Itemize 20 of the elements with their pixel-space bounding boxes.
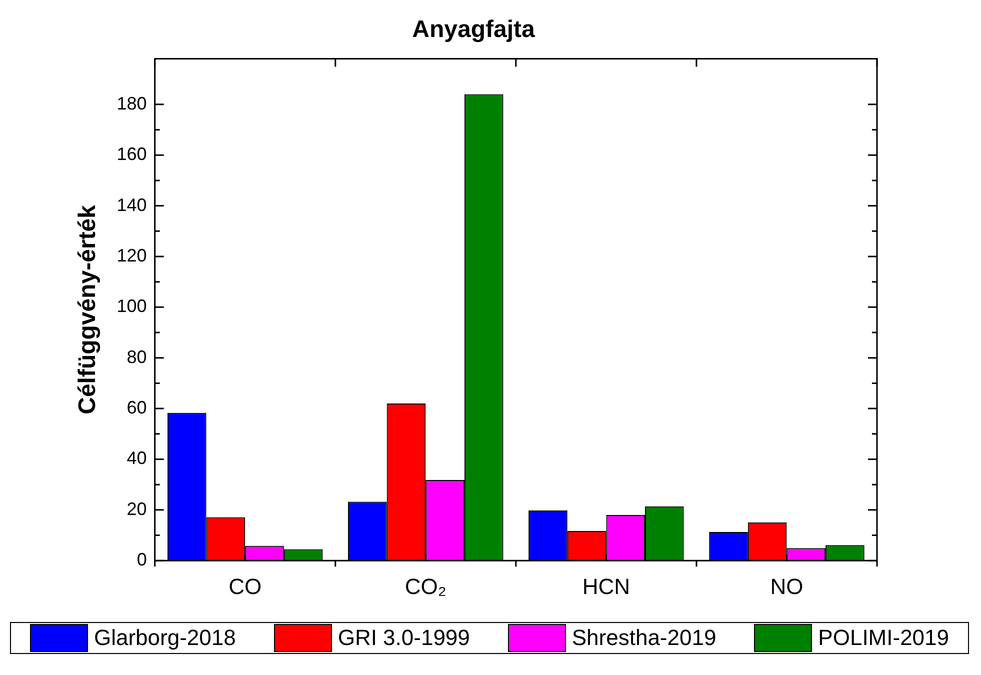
y-tick-label: 160 [116,144,147,164]
x-tick-label: CO₂ [404,574,446,599]
y-tick-label: 20 [126,498,147,519]
y-tick-label: 60 [126,398,147,418]
y-tick-label: 140 [116,194,147,215]
y-tick-label: 180 [116,93,147,114]
legend-label: Glarborg-2018 [94,625,236,651]
y-tick-label: 120 [116,245,147,266]
y-tick-label: 100 [116,296,147,316]
legend-label: GRI 3.0-1999 [338,625,470,651]
chart-title: Anyagfajta [412,16,536,44]
x-tick-label: HCN [582,574,630,599]
legend-label: POLIMI-2019 [818,625,950,651]
legend-label: Shrestha-2019 [572,625,716,651]
y-tick-label: 80 [126,346,147,367]
x-tick-label: NO [770,574,804,599]
y-tick-label: 40 [126,448,147,468]
y-tick-label: 0 [136,550,147,570]
y-axis-title: Célfüggvény-érték [74,204,102,414]
x-tick-label: CO [228,574,262,599]
